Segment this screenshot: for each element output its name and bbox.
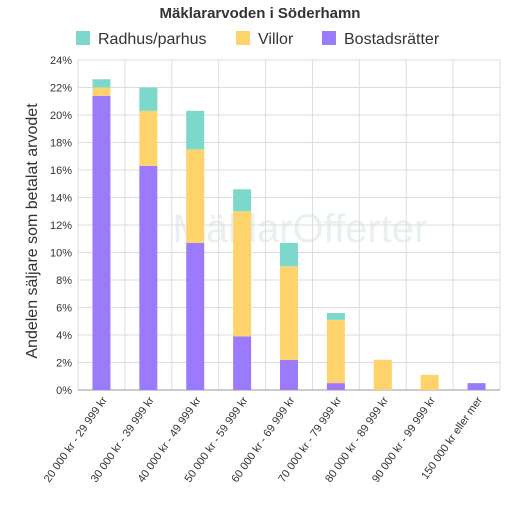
- bar-segment: [233, 336, 252, 390]
- y-tick-label: 20%: [50, 110, 72, 122]
- bar-segment: [139, 87, 158, 111]
- bar-segment: [139, 165, 158, 390]
- bar-segment: [92, 95, 111, 390]
- bar-segment: [233, 211, 252, 337]
- legend-swatch: [322, 31, 336, 45]
- legend: Radhus/parhus Villor Bostadsrätter: [76, 31, 440, 48]
- y-tick-label: 10%: [50, 248, 72, 260]
- y-tick-label: 22%: [50, 83, 72, 95]
- y-tick-label: 0%: [56, 385, 72, 397]
- y-tick-label: 6%: [56, 303, 72, 315]
- bar-segment: [139, 110, 158, 166]
- y-tick-label: 14%: [50, 193, 72, 205]
- y-tick-label: 18%: [50, 138, 72, 150]
- legend-label: Villor: [258, 31, 294, 48]
- y-tick-label: 16%: [50, 165, 72, 177]
- bar-segment: [186, 242, 205, 390]
- bar-segment: [233, 189, 252, 212]
- bar-segment: [92, 87, 111, 96]
- y-tick-label: 2%: [56, 358, 72, 370]
- watermark: MäklarOfferter: [173, 207, 428, 251]
- bar-segment: [326, 383, 345, 390]
- y-tick-label: 4%: [56, 330, 72, 342]
- y-tick-label: 12%: [50, 220, 72, 232]
- bar-segment: [186, 149, 205, 243]
- bar-segment: [280, 242, 298, 267]
- bar-segment: [326, 319, 345, 384]
- bar-segment: [467, 383, 486, 390]
- legend-swatch: [236, 31, 250, 45]
- bar-segment: [280, 359, 298, 390]
- bar-segment: [92, 79, 111, 88]
- bar-segment: [280, 266, 298, 360]
- y-tick-label: 8%: [56, 275, 72, 287]
- legend-label: Radhus/parhus: [98, 31, 207, 48]
- chart-title: Mäklararvoden i Söderhamn: [160, 5, 361, 22]
- legend-label: Bostadsrätter: [344, 31, 440, 48]
- y-tick-label: 24%: [50, 55, 72, 67]
- bars: [92, 79, 486, 390]
- bar-segment: [373, 359, 392, 390]
- y-tick-labels: 0% 2% 4% 6% 8% 10% 12% 14% 16% 18% 20% 22% 24%: [50, 55, 72, 397]
- y-axis-label: Andelen säljare som betalat arvodet: [24, 103, 41, 359]
- bar-segment: [420, 374, 439, 390]
- legend-swatch: [76, 31, 90, 45]
- bar-segment: [186, 110, 205, 150]
- bar-segment: [326, 313, 345, 320]
